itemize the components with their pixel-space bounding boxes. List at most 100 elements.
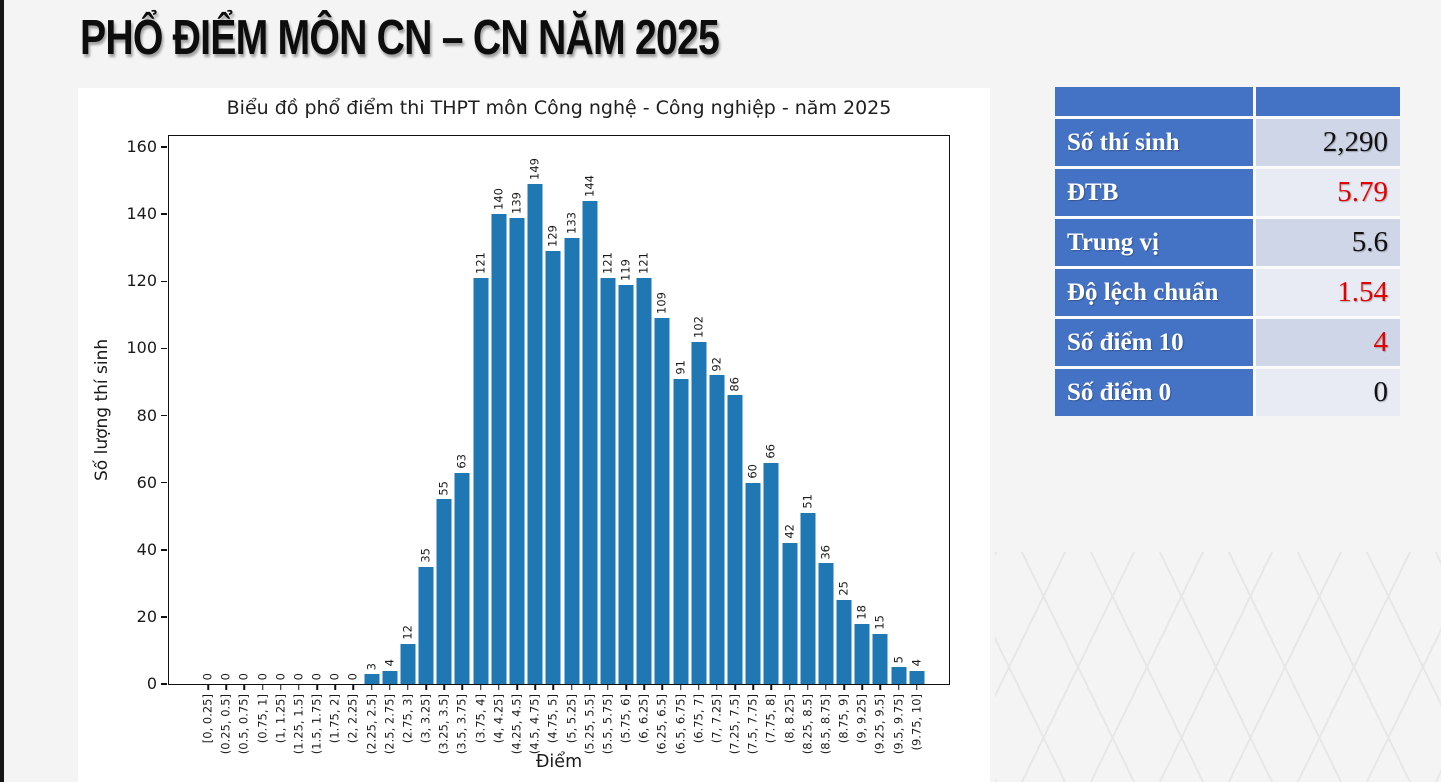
bar-slot: 139 (4.25, 4.5] [508, 136, 526, 754]
x-tick-label: (5.5, 5.75] [600, 694, 615, 755]
x-tick-mark [298, 685, 300, 690]
bar-value-label: 86 [727, 376, 742, 392]
bar-slot: 4 (2.5, 2.75] [381, 136, 399, 754]
y-tick-label: 20 [136, 606, 157, 626]
y-tick-label: 120 [126, 271, 157, 291]
x-tick-mark [643, 685, 645, 690]
x-tick-mark [280, 685, 282, 690]
plot-area: 0 [0, 0.25] 0 (0.25, 0.5] 0 (0.5, 0.75] 0 (0.75… [126, 135, 950, 755]
bar-slot: 92 (7, 7.25] [708, 136, 726, 743]
histogram-bar [872, 633, 888, 684]
bar-slot: 63 (3.5, 3.75] [453, 136, 471, 754]
bar-value-label: 60 [745, 464, 760, 479]
bar-value-label: 0 [200, 672, 215, 680]
bar-slot: 0 (0.5, 0.75] [235, 136, 253, 755]
bar-value-label: 140 [491, 188, 506, 211]
x-tick-label: (4.5, 4.75] [527, 694, 542, 755]
histogram-bar [836, 600, 852, 684]
y-tick-mark [161, 481, 167, 484]
histogram-bar [709, 375, 725, 684]
x-tick-mark [570, 685, 573, 690]
x-tick-mark [243, 685, 246, 690]
bar-value-label: 55 [436, 480, 451, 496]
bar-value-label: 3 [363, 662, 378, 670]
table-row-label: Số thí sinh [1055, 119, 1253, 166]
histogram-bar [564, 237, 580, 684]
y-tick-label: 0 [146, 674, 157, 693]
bar-slot: 91 (6.5, 6.75] [671, 136, 689, 754]
x-tick-mark [443, 685, 446, 690]
x-tick-label: (3.25, 3.5] [436, 694, 451, 755]
histogram-bar [618, 284, 634, 684]
table-row-value: 5.6 [1256, 219, 1400, 266]
x-tick-label: (4.25, 4.5] [509, 694, 524, 755]
stats-table: Số thí sinh 2,290 ĐTB 5.79 Trung vị 5.6 Độ lệc… [1055, 87, 1400, 416]
histogram-bar [909, 670, 925, 684]
slide-left-edge [0, 0, 4, 782]
bar-slot: 60 (7.5, 7.75] [744, 136, 762, 754]
bar-slot: 149 (4.5, 4.75] [526, 136, 544, 754]
bar-value-label: 35 [418, 547, 433, 563]
x-tick-mark [807, 685, 809, 690]
y-tick-mark [161, 414, 167, 417]
bar-slot: 55 (3.25, 3.5] [435, 136, 453, 754]
histogram-bar [491, 214, 507, 684]
x-tick-mark [316, 685, 318, 690]
y-tick-mark [161, 683, 167, 685]
x-tick-mark [625, 685, 627, 690]
bar-slot: 18 (9, 9.25] [853, 136, 871, 743]
x-tick-mark [879, 685, 882, 690]
histogram-bar [382, 670, 398, 684]
x-tick-label: (5, 5.25] [563, 694, 578, 744]
bar-value-label: 129 [545, 225, 560, 248]
bar-slot: 12 (2.75, 3] [399, 136, 417, 743]
table-row-value: 2,290 [1256, 119, 1400, 166]
histogram-bar [400, 643, 416, 684]
x-tick-label: (9.75, 10] [909, 694, 924, 751]
x-tick-mark [552, 685, 555, 690]
histogram-bar [454, 472, 470, 684]
y-tick-label: 40 [136, 539, 157, 559]
x-tick-mark [334, 685, 337, 690]
table-row-label: Số điểm 10 [1055, 319, 1253, 366]
bar-slot: 133 (5, 5.25] [562, 136, 580, 743]
x-tick-mark [861, 685, 864, 690]
bar-value-label: 0 [218, 672, 233, 680]
bar-slot: 121 (6, 6.25] [635, 136, 653, 743]
histogram-bar [418, 566, 434, 684]
bar-slot: 0 (2, 2.25] [344, 136, 362, 744]
x-tick-mark [225, 685, 227, 690]
x-tick-mark [716, 685, 718, 690]
x-tick-label: (6, 6.25] [636, 694, 651, 744]
x-tick-label: (3, 3.25] [418, 694, 433, 744]
bar-slot: 25 (8.75, 9] [835, 136, 853, 743]
bar-value-label: 121 [636, 252, 651, 274]
bar-slot: 0 [0, 0.25] [199, 136, 217, 744]
histogram-bar [654, 318, 670, 684]
table-row-label: Độ lệch chuẩn [1055, 269, 1253, 316]
table-row-label: Trung vị [1055, 219, 1253, 266]
histogram-bar [527, 183, 543, 684]
x-tick-mark [752, 685, 754, 690]
x-tick-label: (2.5, 2.75] [382, 694, 397, 755]
x-tick-mark [407, 685, 409, 690]
bar-value-label: 42 [781, 524, 796, 540]
bar-value-label: 0 [254, 672, 269, 680]
x-tick-mark [534, 685, 536, 690]
bar-slot: 0 (0.75, 1] [254, 136, 272, 744]
x-tick-label: (1.25, 1.5] [291, 694, 306, 755]
y-tick-mark [161, 213, 167, 215]
x-tick-mark [389, 685, 391, 690]
bar-slot: 15 (9.25, 9.5] [871, 136, 889, 754]
page-title: PHỔ ĐIỂM MÔN CN – CN NĂM 2025 [80, 11, 720, 65]
x-tick-label: (6.75, 7] [690, 694, 705, 744]
histogram-bar [545, 251, 561, 684]
bar-slot: 109 (6.25, 6.5] [653, 136, 671, 754]
x-tick-mark [479, 685, 482, 690]
bar-value-label: 0 [309, 672, 324, 680]
x-tick-mark [370, 685, 373, 690]
x-tick-mark [697, 685, 700, 690]
y-tick-mark [161, 549, 167, 551]
bar-slot: 0 (1.75, 2] [326, 136, 344, 744]
